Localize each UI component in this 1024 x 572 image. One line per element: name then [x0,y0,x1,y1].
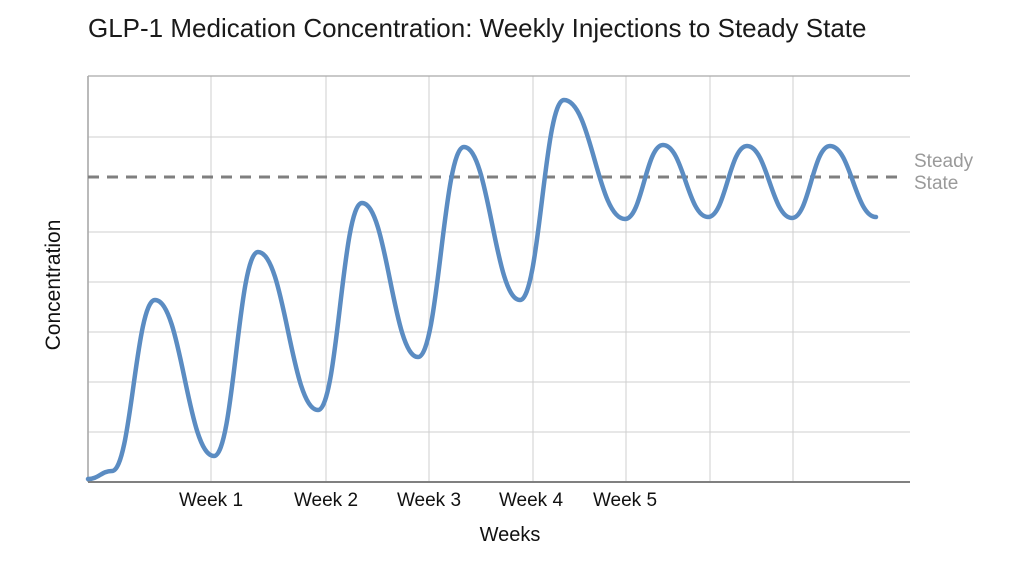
steady-state-label-line1: Steady [914,151,974,172]
steady-state-label: Steady State [914,151,973,195]
x-tick-label: Week 4 [498,490,564,511]
x-tick-label: Week 1 [178,490,244,511]
concentration-curve [85,97,879,482]
x-tick-label: Week 5 [592,490,658,511]
steady-state-label-line2: State [914,173,959,194]
x-tick-label: Week 3 [396,490,462,511]
x-axis-title: Weeks [479,524,541,546]
chart-title: GLP-1 Medication Concentration: Weekly I… [88,13,867,43]
x-tick-label: Week 2 [293,490,359,511]
